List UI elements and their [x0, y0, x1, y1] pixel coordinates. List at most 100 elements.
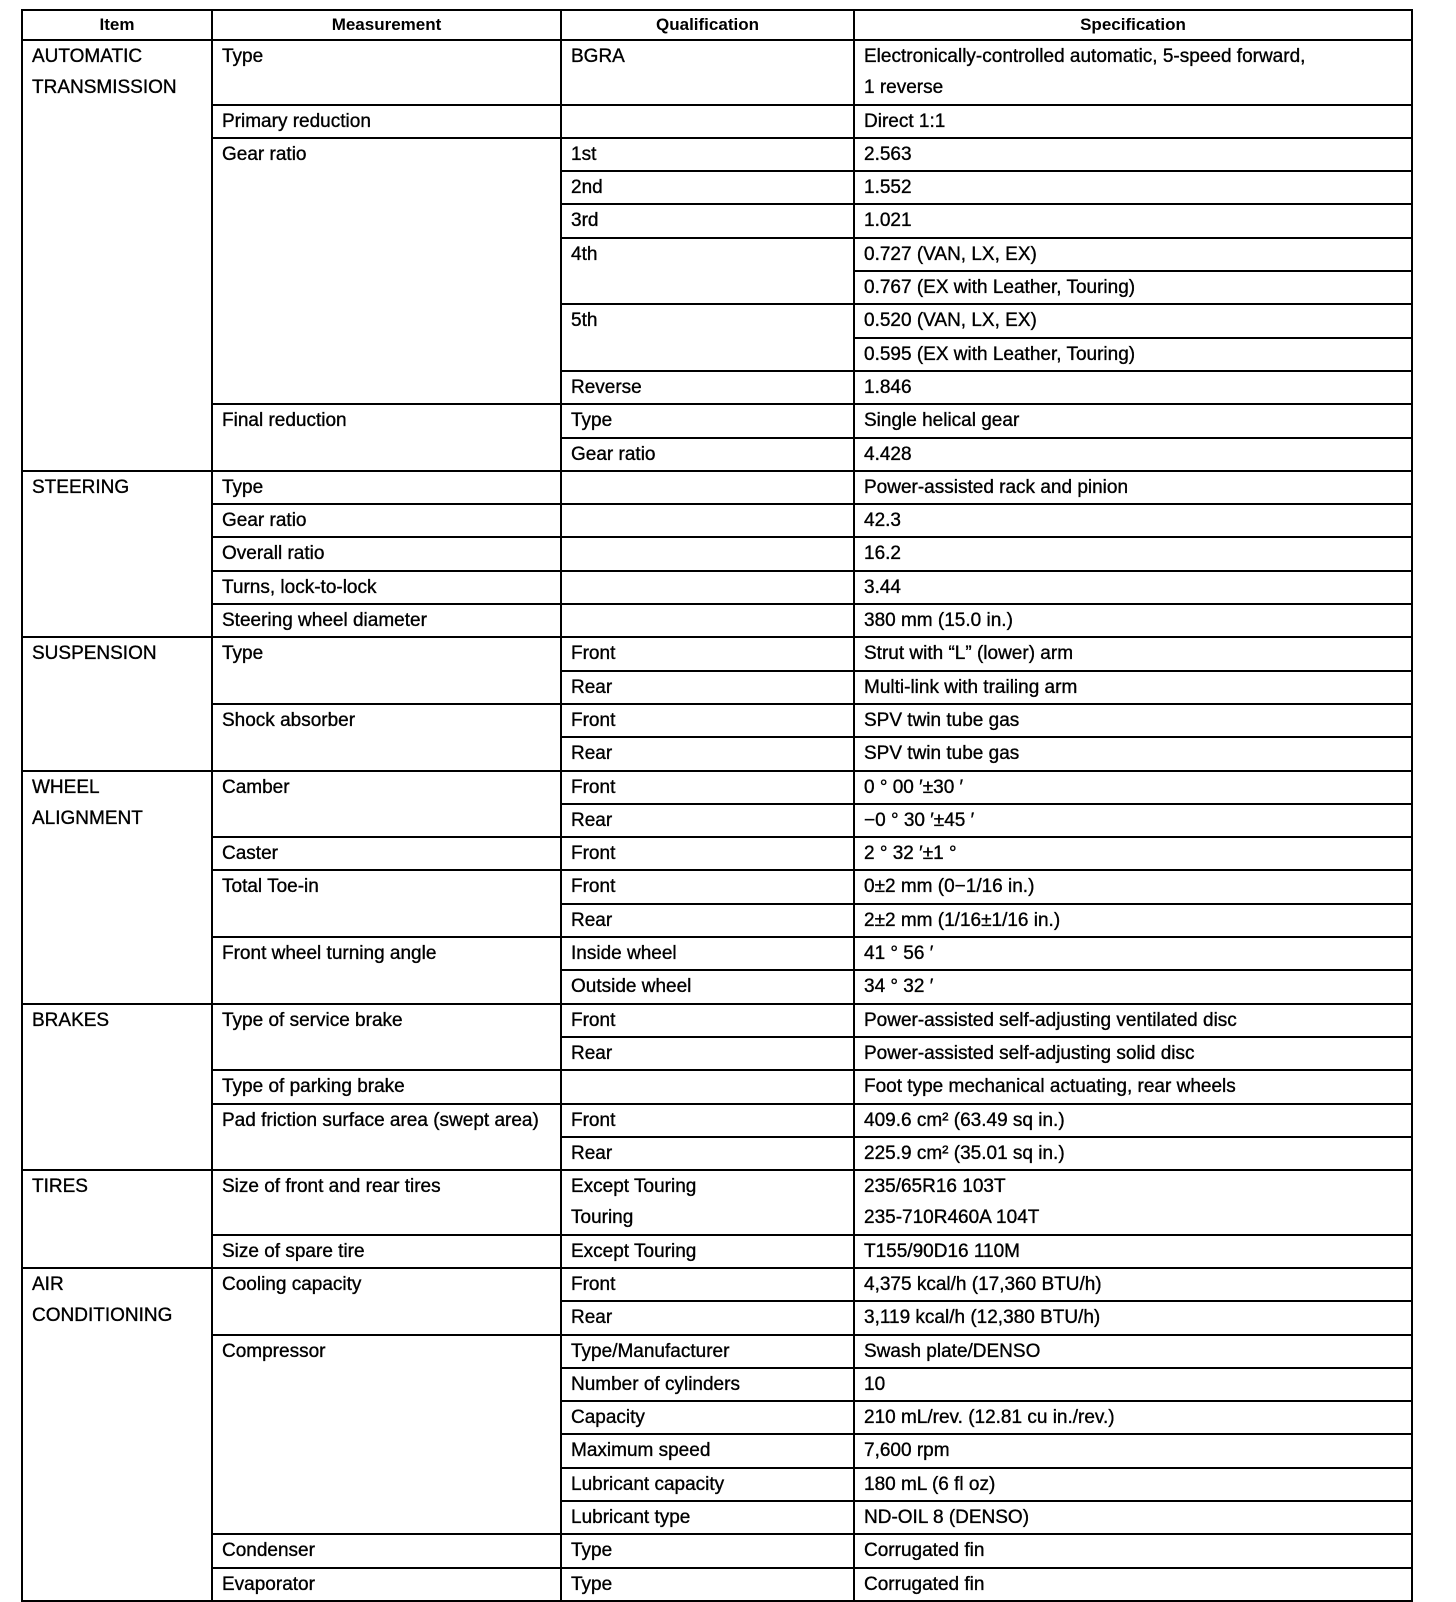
- qualification-cell: Rear: [560, 1135, 855, 1172]
- qualification-cell: 1st: [560, 136, 855, 173]
- qualification-cell: Lubricant type: [560, 1500, 855, 1536]
- specification-cell: 235/65R16 103T 235-710R460A 104T: [853, 1169, 1413, 1236]
- specification-cell: 225.9 cm² (35.01 sq in.): [853, 1135, 1413, 1172]
- item-cell: WHEEL ALIGNMENT: [21, 769, 213, 1005]
- measurement-cell: Condenser: [211, 1533, 562, 1569]
- table-row: Gear ratio 1st 2.563: [22, 136, 1413, 406]
- table-row: Steering wheel diameter 380 mm (15.0 in.): [22, 603, 1413, 639]
- qualification-cell: Reverse: [560, 369, 855, 406]
- specification-cell: 42.3: [853, 503, 1413, 539]
- specification-cell: Corrugated fin: [853, 1533, 1413, 1569]
- qualification-cell: [560, 569, 855, 606]
- specification-cell: 2.563: [853, 136, 1413, 173]
- qualification-cell: Rear: [560, 1035, 855, 1072]
- measurement-cell: Type: [211, 39, 562, 106]
- qualification-cell: [560, 603, 855, 639]
- specification-cell: 210 mL/rev. (12.81 cu in./rev.): [853, 1400, 1413, 1436]
- qualification-cell: [560, 503, 855, 539]
- specification-cell: Power-assisted rack and pinion: [853, 469, 1413, 506]
- table-row: Reverse 1.846: [22, 369, 1413, 406]
- specification-cell: 4.428: [853, 436, 1413, 472]
- specification-cell: 0±2 mm (0−1/16 in.): [853, 869, 1413, 905]
- table-body: AUTOMATIC TRANSMISSION Type BGRA Electronic…: [21, 39, 1413, 1602]
- specification-cell: Corrugated fin: [853, 1566, 1413, 1602]
- qualification-cell: 3rd: [560, 203, 855, 239]
- table-row: Outside wheel 34 ° 32 ′: [22, 969, 1413, 1005]
- table-row: 0.595 (EX with Leather, Touring): [22, 336, 1413, 372]
- qualification-cell: Outside wheel: [560, 969, 855, 1005]
- qualification-cell: Type/Manufacturer: [560, 1333, 855, 1369]
- table-row: Rear SPV twin tube gas: [22, 736, 1413, 772]
- specification-cell: SPV twin tube gas: [853, 736, 1413, 772]
- specification-cell: Multi-link with trailing arm: [853, 669, 1413, 705]
- item-cell: TIRES: [21, 1169, 213, 1269]
- table-row: Lubricant capacity 180 mL (6 fl oz): [22, 1466, 1413, 1503]
- item-cell: SUSPENSION: [21, 636, 213, 772]
- table-row: 3rd 1.021: [22, 203, 1413, 239]
- qualification-cell: Except Touring Touring: [560, 1169, 855, 1236]
- measurement-cell: Final reduction: [211, 403, 562, 472]
- qualification-cell: Front: [560, 869, 855, 905]
- qualification-cell: Rear: [560, 1300, 855, 1336]
- table-row: SUSPENSION Type Front Strut with “L” (lower…: [21, 636, 1413, 772]
- specification-cell: Electronically-controlled automatic, 5-s…: [853, 39, 1413, 106]
- qualification-cell: [560, 1069, 855, 1105]
- specification-cell: 0 ° 00 ′±30 ′: [853, 769, 1413, 805]
- table-row: Front wheel turning angle Inside wheel 41 …: [22, 936, 1413, 1005]
- specification-cell: 16.2: [853, 536, 1413, 572]
- specification-cell: Foot type mechanical actuating, rear whe…: [853, 1069, 1413, 1105]
- qualification-cell: Front: [560, 1266, 855, 1303]
- table-row: 2nd 1.552: [22, 170, 1413, 206]
- measurement-cell: Compressor: [211, 1333, 562, 1536]
- qualification-cell: BGRA: [560, 39, 855, 106]
- measurement-cell: Front wheel turning angle: [211, 936, 562, 1005]
- specification-cell: Power-assisted self-adjusting ventilated…: [853, 1002, 1413, 1038]
- specification-cell: 380 mm (15.0 in.): [853, 603, 1413, 639]
- measurement-cell: Size of front and rear tires: [211, 1169, 562, 1236]
- specification-cell: 3.44: [853, 569, 1413, 606]
- table-row: Shock absorber Front SPV twin tube gas: [22, 702, 1413, 772]
- specification-cell: SPV twin tube gas: [853, 702, 1413, 739]
- specification-cell: Single helical gear: [853, 403, 1413, 439]
- table-row: Rear 225.9 cm² (35.01 sq in.): [22, 1135, 1413, 1172]
- table-row: Rear −0 ° 30 ′±45 ′: [22, 802, 1413, 839]
- qualification-cell: Front: [560, 1002, 855, 1038]
- table-row: Primary reduction Direct 1:1: [22, 103, 1413, 139]
- table-row: Number of cylinders 10: [22, 1366, 1413, 1403]
- specification-cell: −0 ° 30 ′±45 ′: [853, 802, 1413, 839]
- measurement-cell: Size of spare tire: [211, 1233, 562, 1269]
- header-measurement: Measurement: [211, 9, 562, 41]
- qualification-cell: [560, 103, 855, 139]
- specification-cell: 7,600 rpm: [853, 1433, 1413, 1469]
- specification-cell: Swash plate/DENSO: [853, 1333, 1413, 1369]
- specification-cell: Power-assisted self-adjusting solid disc: [853, 1035, 1413, 1072]
- table-row: Type of parking brake Foot type mechanica…: [22, 1069, 1413, 1105]
- qualification-cell: Rear: [560, 902, 855, 939]
- measurement-cell: Overall ratio: [211, 536, 562, 572]
- measurement-cell: Caster: [211, 836, 562, 872]
- qualification-cell: Capacity: [560, 1400, 855, 1436]
- qualification-cell: Front: [560, 702, 855, 739]
- qualification-cell: Front: [560, 636, 855, 672]
- header-specification: Specification: [853, 9, 1413, 41]
- specification-cell: 2±2 mm (1/16±1/16 in.): [853, 902, 1413, 939]
- table-row: Total Toe-in Front 0±2 mm (0−1/16 in.): [22, 869, 1413, 939]
- table-row: Gear ratio 42.3: [22, 503, 1413, 539]
- qualification-cell: Except Touring: [560, 1233, 855, 1269]
- qualification-cell: 5th: [560, 303, 855, 372]
- item-cell: BRAKES: [21, 1002, 213, 1172]
- measurement-cell: Evaporator: [211, 1566, 562, 1602]
- measurement-cell: Type of service brake: [211, 1002, 562, 1072]
- measurement-cell: Cooling capacity: [211, 1266, 562, 1336]
- measurement-cell: Type: [211, 636, 562, 705]
- qualification-cell: [560, 469, 855, 506]
- table-row: 4th 0.727 (VAN, LX, EX): [22, 236, 1413, 306]
- measurement-cell: Steering wheel diameter: [211, 603, 562, 639]
- qualification-cell: Lubricant capacity: [560, 1466, 855, 1503]
- table-row: Turns, lock-to-lock 3.44: [22, 569, 1413, 606]
- qualification-cell: Rear: [560, 736, 855, 772]
- specification-cell: 10: [853, 1366, 1413, 1403]
- specification-cell: ND-OIL 8 (DENSO): [853, 1500, 1413, 1536]
- table-row: Final reduction Type Single helical gear: [22, 403, 1413, 472]
- table-row: Rear Multi-link with trailing arm: [22, 669, 1413, 705]
